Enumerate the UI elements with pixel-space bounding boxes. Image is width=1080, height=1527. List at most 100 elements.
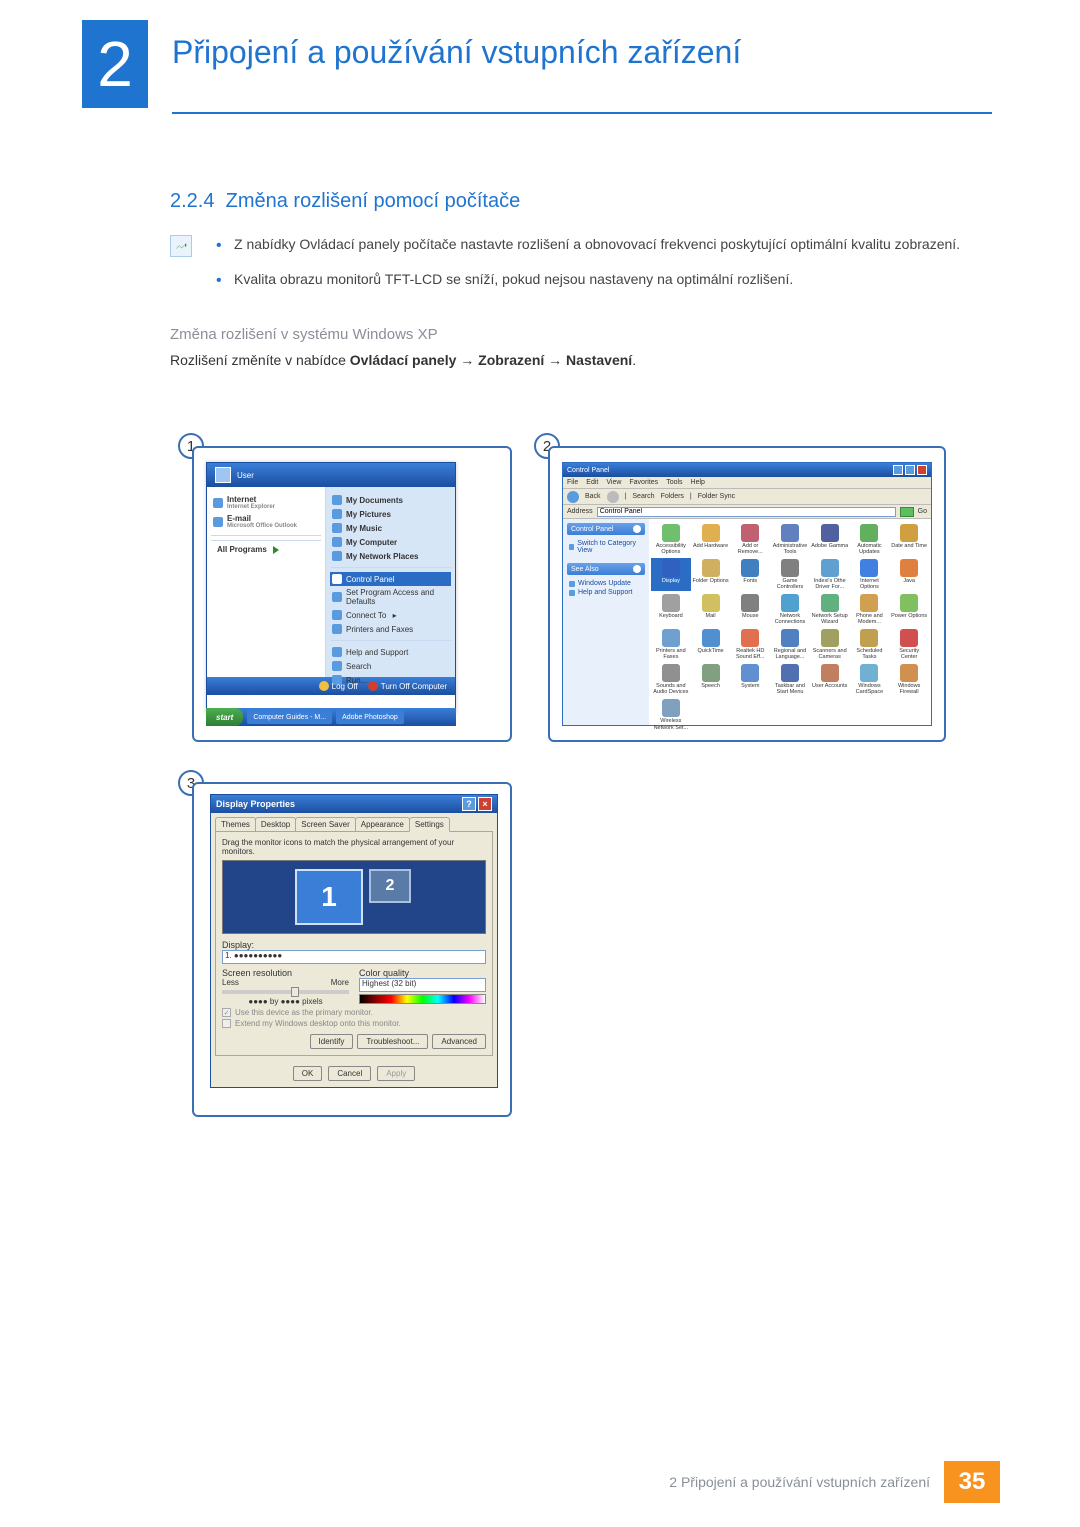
xp-right-item[interactable]: My Pictures — [330, 507, 451, 521]
cp-tb-item[interactable]: Folders — [661, 493, 684, 500]
xp-control-panel-selected[interactable]: Control Panel — [330, 572, 451, 586]
advanced-button[interactable]: Advanced — [432, 1034, 486, 1049]
dp-colorquality-select[interactable]: Highest (32 bit) — [359, 978, 486, 992]
help-icon[interactable]: ? — [462, 797, 476, 811]
cp-icon[interactable]: QuickTime — [691, 628, 731, 661]
xp-right-item[interactable]: My Music — [330, 521, 451, 535]
cp-menu-item[interactable]: Help — [691, 479, 705, 486]
cp-icon[interactable]: Accessibility Options — [651, 523, 691, 556]
cp-icon[interactable]: Date and Time — [889, 523, 929, 556]
xp-left-email[interactable]: E-mailMicrosoft Office Outlook — [211, 512, 321, 531]
close-icon[interactable] — [917, 465, 927, 475]
xp-right-item[interactable]: My Network Places — [330, 549, 451, 563]
cp-menu-item[interactable]: Favorites — [629, 479, 658, 486]
cp-icon[interactable]: Add or Remove... — [730, 523, 770, 556]
cp-side-header[interactable]: Control Panel — [567, 523, 645, 535]
cp-icon[interactable]: Mouse — [730, 593, 770, 626]
ok-button[interactable]: OK — [293, 1066, 323, 1081]
cp-icon[interactable]: Realtek HD Sound Eff... — [730, 628, 770, 661]
cp-icon[interactable]: Network Setup Wizard — [810, 593, 850, 626]
apply-button[interactable]: Apply — [377, 1066, 415, 1081]
cp-icon[interactable]: Fonts — [730, 558, 770, 591]
maximize-icon[interactable] — [905, 465, 915, 475]
xp-start-button[interactable]: start — [206, 708, 243, 726]
cp-side-hdr-label: Control Panel — [571, 526, 613, 533]
monitor-2-icon[interactable]: 2 — [369, 869, 411, 903]
cp-icon[interactable]: Game Controllers — [770, 558, 810, 591]
cp-icon[interactable]: Phone and Modem... — [850, 593, 890, 626]
close-icon[interactable]: × — [478, 797, 492, 811]
xp-right-item[interactable]: Set Program Access and Defaults — [330, 586, 451, 608]
cp-address-input[interactable] — [597, 507, 896, 517]
cancel-button[interactable]: Cancel — [328, 1066, 371, 1081]
cp-icon[interactable]: Add Hardware — [691, 523, 731, 556]
cp-icon[interactable]: Mail — [691, 593, 731, 626]
cp-icon[interactable]: Speech — [691, 663, 731, 696]
cp-icon[interactable]: Wireless Network Set... — [651, 698, 691, 731]
cp-menu-item[interactable]: View — [606, 479, 621, 486]
cp-side-item[interactable]: Help and Support — [567, 588, 645, 597]
cp-icon[interactable]: Power Options — [889, 593, 929, 626]
cp-icon[interactable]: Sounds and Audio Devices — [651, 663, 691, 696]
xp-turnoff-button[interactable]: Turn Off Computer — [368, 681, 447, 691]
xp-right-item[interactable]: Search — [330, 659, 451, 673]
tab-appearance[interactable]: Appearance — [355, 817, 410, 831]
forward-icon[interactable] — [607, 491, 619, 503]
cp-menu-item[interactable]: Edit — [586, 479, 598, 486]
cp-side-item[interactable]: Windows Update — [567, 579, 645, 588]
cp-menu-item[interactable]: Tools — [666, 479, 682, 486]
cp-icon[interactable]: Windows Firewall — [889, 663, 929, 696]
identify-button[interactable]: Identify — [310, 1034, 354, 1049]
troubleshoot-button[interactable]: Troubleshoot... — [357, 1034, 428, 1049]
xp-left-sub: Microsoft Office Outlook — [227, 523, 297, 529]
xp-logoff-button[interactable]: Log Off — [319, 681, 358, 691]
cp-menu-item[interactable]: File — [567, 479, 578, 486]
xp-all-programs[interactable]: All Programs — [211, 540, 321, 558]
cp-icon[interactable]: Indexi's Othe Driver For... — [810, 558, 850, 591]
cp-icon[interactable]: Taskbar and Start Menu — [770, 663, 810, 696]
cp-icon[interactable]: Scanners and Cameras — [810, 628, 850, 661]
minimize-icon[interactable] — [893, 465, 903, 475]
tab-screensaver[interactable]: Screen Saver — [295, 817, 355, 831]
xp-right-item[interactable]: My Computer — [330, 535, 451, 549]
cp-icon[interactable]: User Accounts — [810, 663, 850, 696]
monitor-1-icon[interactable]: 1 — [295, 869, 363, 925]
go-button[interactable] — [900, 507, 914, 517]
body-bold: Ovládací panely → Zobrazení → Nastavení — [350, 352, 632, 368]
cp-tb-item[interactable]: Search — [632, 493, 654, 500]
cp-icon[interactable]: Printers and Faxes — [651, 628, 691, 661]
cp-side-switch[interactable]: Switch to Category View — [567, 539, 645, 555]
tab-settings[interactable]: Settings — [409, 817, 450, 832]
dp-resolution-slider[interactable] — [222, 990, 349, 994]
dp-monitors-area[interactable]: 1 2 — [222, 860, 486, 934]
cp-icon[interactable]: Java — [889, 558, 929, 591]
cp-icon[interactable]: Windows CardSpace — [850, 663, 890, 696]
tab-desktop[interactable]: Desktop — [255, 817, 296, 831]
cp-icon[interactable]: Scheduled Tasks — [850, 628, 890, 661]
cp-icon[interactable]: Display — [651, 558, 691, 591]
xp-right-item[interactable]: Connect To ▸ — [330, 608, 451, 622]
dp-more: More — [331, 978, 349, 987]
tab-themes[interactable]: Themes — [215, 817, 256, 831]
cp-icon[interactable]: Security Center — [889, 628, 929, 661]
xp-right-item[interactable]: Printers and Faxes — [330, 622, 451, 636]
cp-icon[interactable]: Adobe Gamma — [810, 523, 850, 556]
back-icon[interactable] — [567, 491, 579, 503]
cp-icon[interactable]: Keyboard — [651, 593, 691, 626]
xp-taskbar-item[interactable]: Computer Guides - M... — [247, 710, 332, 724]
xp-right-item[interactable]: Help and Support — [330, 645, 451, 659]
xp-taskbar-item[interactable]: Adobe Photoshop — [336, 710, 404, 724]
cp-icon[interactable]: Folder Options — [691, 558, 731, 591]
xp-right-item[interactable]: My Documents — [330, 493, 451, 507]
cp-icon[interactable]: Regional and Language... — [770, 628, 810, 661]
cp-icon[interactable]: System — [730, 663, 770, 696]
cp-icon[interactable]: Network Connections — [770, 593, 810, 626]
dp-display-select[interactable]: 1. ●●●●●●●●●● — [222, 950, 486, 964]
cp-side-seealso-header[interactable]: See Also — [567, 563, 645, 575]
slider-thumb[interactable] — [291, 987, 299, 997]
xp-left-internet[interactable]: InternetInternet Explorer — [211, 493, 321, 512]
cp-tb-item[interactable]: Folder Sync — [698, 493, 735, 500]
cp-icon[interactable]: Internet Options — [850, 558, 890, 591]
cp-icon[interactable]: Automatic Updates — [850, 523, 890, 556]
cp-icon[interactable]: Administrative Tools — [770, 523, 810, 556]
